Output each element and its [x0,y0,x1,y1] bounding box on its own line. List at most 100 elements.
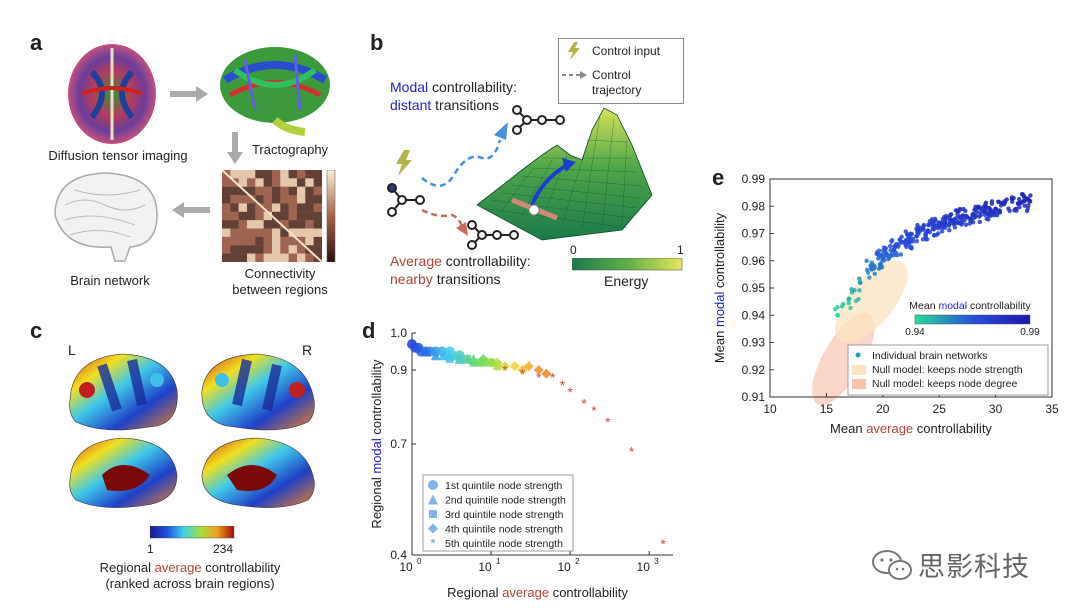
e-y-tick-label: 0.95 [742,281,766,295]
matrix-cell [246,236,256,246]
matrix-cell [238,236,248,246]
left-hemisphere-label: L [68,342,76,358]
matrix-cell [305,170,314,179]
matrix-cell [288,170,298,179]
e-point [1015,201,1021,206]
matrix-cell [305,253,314,262]
matrix-cell [246,220,256,229]
e-y-tick-label: 0.91 [742,390,766,404]
average-text: Average controllability: nearby transiti… [390,252,531,288]
d-legend-label: 3rd quintile node strength [445,509,564,521]
e-point [948,217,953,223]
d-y-tick-label: 0.4 [390,548,407,562]
e-legend-box [847,344,1049,396]
distant-word: distant [390,97,432,113]
e-point [869,266,874,272]
e-cloud-point [889,239,894,244]
matrix-cell [246,245,256,254]
e-cloud-point [930,225,936,230]
e-null-strength-ellipse [835,260,908,343]
matrix-cell [238,178,248,187]
matrix-cell [230,236,239,246]
e-cloud-point [1014,206,1019,211]
d-xlabel: Regional average controllability [447,585,628,600]
e-cloud-point [930,219,936,224]
e-cloud-point [958,207,963,212]
legend-trajectory-2: trajectory [592,83,642,97]
e-cloud-point [1004,197,1009,202]
d-point [492,357,503,368]
e-y-tick-label: 0.93 [742,336,766,350]
e-cloud-point [947,228,952,233]
e-point [857,280,863,285]
e-cloud-point [905,232,910,237]
e-cloud-point [926,222,931,228]
matrix-cell [271,253,281,262]
matrix-cell [313,245,323,254]
e-cloud-point [1022,198,1028,204]
matrix-cell [296,245,306,254]
e-cloud-point [932,233,937,238]
d-x-tick-label: 10 [399,560,413,574]
e-colorbar [914,314,1031,325]
e-cbar-min: 0.94 [905,327,925,338]
e-point [981,209,987,215]
panel-c-label: c [30,318,43,343]
matrix-cell [296,186,306,196]
e-cloud-point [953,216,959,221]
scale-min: 1 [147,542,154,556]
e-y-tick-label: 0.94 [742,308,766,322]
d-legend-box [422,474,574,552]
e-cloud-point [894,252,900,258]
brain-surface-maps [69,353,315,508]
d-point [429,510,437,518]
d-x-tick-exp: 0 [417,557,422,566]
e-cloud-point [876,251,881,257]
e-cloud-point [888,248,893,253]
matrix-cell [255,186,264,196]
d-point: * [502,362,508,378]
e-cloud-point [949,212,954,217]
matrix-cell [238,228,248,237]
panel-b-legend [558,38,684,104]
matrix-cell [238,203,248,212]
d-point [469,358,478,367]
matrix-cell [271,203,281,212]
e-cloud-point [963,222,969,227]
d-point: * [581,395,587,411]
matrix-cell [313,211,323,221]
d-point: * [591,403,597,419]
e-point [1027,198,1032,204]
matrix-cell [222,203,231,212]
e-ylabel: Mean modal controllability [712,212,727,363]
matrix-cell [313,195,323,204]
matrix-cell [246,170,256,179]
e-cloud-point [973,206,979,212]
matrix-cell [313,170,323,179]
e-cloud-point [896,241,902,247]
matrix-cell [230,245,239,254]
matrix-cell [271,178,281,187]
e-y-tick-label: 0.99 [742,172,766,186]
d-point [541,368,552,379]
panel-c-caption: Regional average controllability (ranked… [70,560,310,592]
energy-min: 0 [570,243,577,257]
matrix-cell [271,211,281,221]
matrix-cell [296,211,306,221]
matrix-cell [271,186,281,196]
matrix-cell [263,178,273,187]
panel-e-label: e [712,165,725,190]
matrix-cell [271,195,281,204]
matrix-cell [255,253,264,262]
matrix-cell [280,211,289,221]
d-x-tick-exp: 2 [575,557,580,566]
matrix-cell [280,170,289,179]
matrix-cell [222,211,231,221]
matrix-cell [238,211,248,221]
connectivity-caption-2: between regions [232,282,328,297]
e-cbar-title: Mean modal controllability [909,300,1031,312]
e-cloud-point [939,229,945,234]
watermark-text: 思影科技 [918,552,1030,583]
matrix-cell [222,245,231,254]
arrow-right-icon [170,86,208,102]
